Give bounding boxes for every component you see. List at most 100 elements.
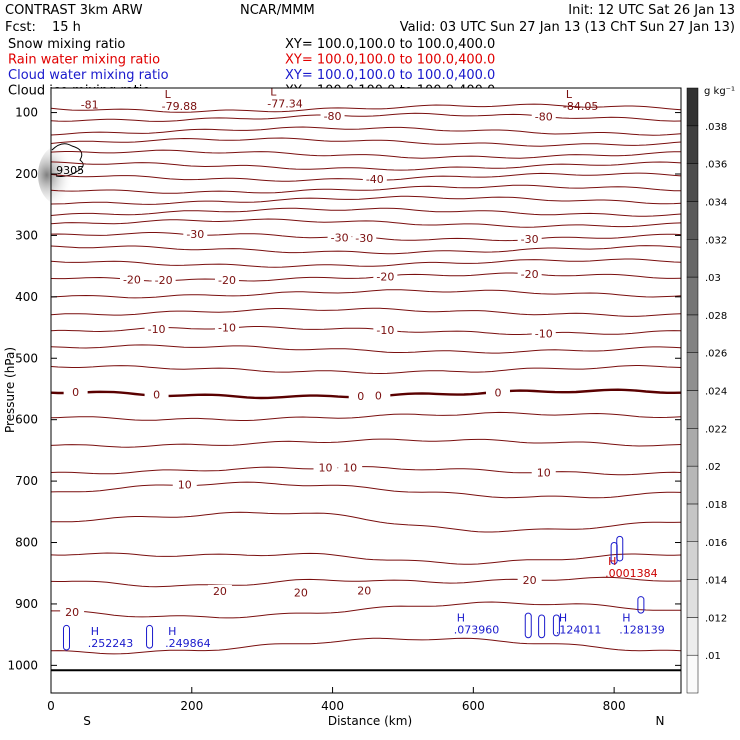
- isotherm-label-mask: [320, 109, 345, 122]
- isotherm-label-mask: [485, 386, 510, 399]
- x-end-label-south: S: [83, 714, 91, 728]
- isotherm-label-mask: [60, 606, 85, 619]
- center-label: NCAR/MMM: [240, 3, 315, 18]
- colorbar-cell: [686, 87, 699, 127]
- colorbar-cell: [686, 314, 699, 353]
- model-title: CONTRAST 3km ARW: [5, 3, 143, 18]
- extrema-value: -77.34: [267, 98, 302, 111]
- forecast-hour: 15 h: [52, 20, 81, 35]
- extrema-value: -81: [81, 98, 99, 111]
- isotherm-label: 10: [319, 462, 333, 475]
- colorbar-cell: [686, 125, 699, 164]
- colorbar-level-label: .03: [705, 273, 721, 284]
- isotherm-line: [50, 207, 682, 217]
- isotherm-line: [50, 411, 682, 421]
- isotherm-label: -20: [376, 270, 394, 283]
- colorbar-level-label: .01: [705, 651, 721, 662]
- isotherm-label: 10: [343, 462, 357, 475]
- isotherm-line: [50, 481, 682, 499]
- x-tick-label: 800: [603, 699, 626, 713]
- isotherm-label: -10: [535, 328, 553, 341]
- isotherm-label-mask: [373, 270, 398, 283]
- colorbar-cell: [686, 654, 699, 694]
- extrema-value: .249864: [165, 637, 211, 650]
- isotherm-label: -80: [535, 110, 553, 123]
- field-name: Snow mixing ratio: [8, 37, 125, 52]
- isotherm-line: [50, 552, 682, 565]
- isotherm-line: [50, 245, 682, 255]
- cloud-ice-contour: [51, 143, 84, 177]
- y-tick-label: 600: [15, 413, 38, 427]
- isotherm-line: [50, 103, 682, 113]
- isotherm-label: 0: [357, 390, 364, 403]
- isotherm-label-mask: [63, 386, 88, 399]
- isotherm-label: 10: [178, 479, 192, 492]
- colorbar-level-label: .024: [705, 387, 727, 398]
- isotherm-line: [50, 344, 682, 354]
- colorbar-level-label: .034: [705, 197, 727, 208]
- isotherm-label-mask: [172, 478, 197, 491]
- field-name: Cloud water mixing ratio: [8, 68, 169, 83]
- extrema-marker: H: [608, 555, 616, 568]
- extrema-value: -84.05: [563, 100, 598, 113]
- isotherm-label: 20: [294, 586, 308, 599]
- colorbar-cell: [686, 428, 699, 467]
- plot-frame: [50, 87, 682, 694]
- cloud-water-contours: [62, 535, 645, 651]
- isotherm-line: [50, 637, 682, 655]
- isotherm-label-mask: [352, 584, 377, 597]
- isotherm-label-mask: [338, 461, 363, 474]
- extrema-value: .128139: [619, 623, 665, 636]
- isotherm-label: 0: [153, 389, 160, 402]
- isotherm-label-mask: [517, 233, 542, 246]
- isotherm-label: -20: [218, 274, 236, 287]
- extrema-marker: L: [165, 88, 172, 101]
- isotherm-label-mask: [151, 273, 176, 286]
- extrema-marker: L: [566, 88, 573, 101]
- temperature-contours: -80 -80 -40 -30 -30 -30 -30 -20 -20 -20 -20 -20 -10 -…: [50, 103, 682, 655]
- isotherm-label: -30: [186, 228, 204, 241]
- extrema-value: -79.88: [162, 100, 197, 113]
- colorbar-cell: [686, 579, 699, 618]
- colorbar-level-label: .032: [705, 235, 727, 246]
- isotherm-line: [50, 438, 682, 448]
- isotherm-label: 20: [65, 606, 79, 619]
- x-end-label-north: N: [656, 714, 665, 728]
- colorbar: .01 .012 .014 .016 .018 .02 .022 .024 .026 .028 .0…: [686, 87, 727, 694]
- isotherm-line: [50, 258, 682, 268]
- init-time: Init: 12 UTC Sat 26 Jan 13: [568, 3, 735, 18]
- extrema-marker: H: [168, 625, 176, 638]
- extrema-value: .0001384: [605, 567, 658, 580]
- field-section-xy: XY= 100.0,100.0 to 100.0,400.0: [285, 53, 495, 68]
- isotherm-label-mask: [119, 273, 144, 286]
- x-tick-label: 0: [47, 699, 55, 713]
- cloud-water-contour: [616, 535, 624, 562]
- isotherm-line: [50, 126, 682, 136]
- colorbar-level-label: .012: [705, 613, 727, 624]
- extrema-marker: H: [91, 625, 99, 638]
- extrema-marker: H: [559, 611, 567, 624]
- isotherm-line: [50, 112, 682, 122]
- colorbar-level-label: .018: [705, 500, 727, 511]
- colorbar-level-label: .022: [705, 424, 727, 435]
- isotherm-label-mask: [207, 584, 232, 597]
- y-tick-label: 200: [15, 167, 38, 181]
- isotherm-label-mask: [214, 321, 239, 334]
- isotherm-line: [50, 161, 682, 171]
- isotherm-label-mask: [288, 586, 313, 599]
- x-tick-label: 600: [462, 699, 485, 713]
- isotherm-label: -20: [155, 274, 173, 287]
- isotherm-label-mask: [517, 574, 542, 587]
- isotherm-label-mask: [531, 110, 556, 123]
- isotherm-label-mask: [517, 268, 542, 281]
- isotherm-label-mask: [531, 466, 556, 479]
- isotherm-line: [50, 289, 682, 299]
- y-axis-label: Pressure (hPa): [3, 347, 17, 433]
- colorbar-cell: [686, 352, 699, 391]
- extrema-marker: H: [457, 611, 465, 624]
- y-tick-label: 400: [15, 290, 38, 304]
- colorbar-level-label: .038: [705, 122, 727, 133]
- isotherm-label: -30: [521, 233, 539, 246]
- isotherm-label-mask: [144, 388, 169, 401]
